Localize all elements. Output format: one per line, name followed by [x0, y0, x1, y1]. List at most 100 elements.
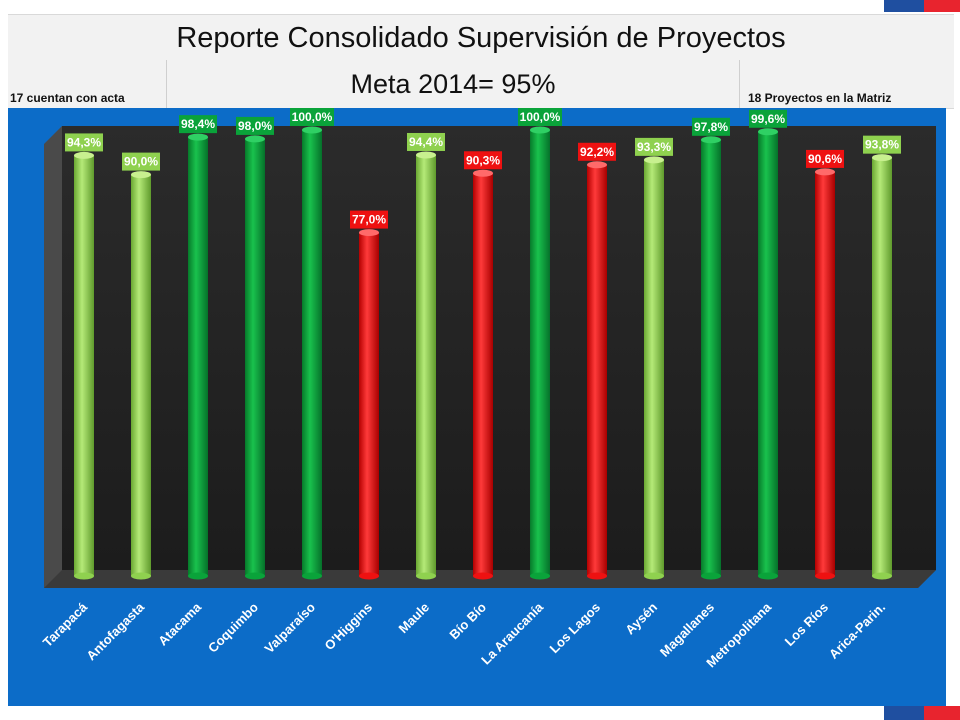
bar-base — [359, 572, 379, 580]
bar — [131, 174, 151, 576]
value-label: 93,3% — [637, 140, 671, 154]
value-label-box — [179, 115, 217, 134]
bar-cap — [530, 126, 550, 134]
bar-base — [302, 572, 322, 580]
value-label-box — [290, 108, 334, 126]
value-label: 100,0% — [520, 110, 561, 124]
value-label-box — [635, 137, 673, 156]
bar-cap — [131, 171, 151, 179]
bar — [644, 159, 664, 576]
value-label: 90,6% — [808, 152, 842, 166]
matrix-note-cell: 18 Proyectos en la Matriz — [739, 60, 955, 108]
flag-stripe-red-top — [924, 0, 960, 12]
bar-base — [701, 572, 721, 580]
bar-cap — [473, 169, 493, 177]
bar-cap — [359, 229, 379, 237]
acta-note: 17 cuentan con acta — [10, 91, 125, 105]
value-label-box — [749, 109, 787, 128]
bar — [758, 131, 778, 576]
bar — [473, 173, 493, 576]
category-label: Los Ríos — [782, 600, 831, 649]
bar-base — [473, 572, 493, 580]
goal-text: Meta 2014= 95% — [350, 69, 556, 99]
value-label: 77,0% — [352, 213, 386, 227]
bar-base — [416, 572, 436, 580]
value-label-box — [236, 116, 274, 135]
category-label: Tarapacá — [40, 599, 91, 650]
value-label: 90,3% — [466, 153, 500, 167]
bar — [701, 139, 721, 576]
value-label: 90,0% — [124, 155, 158, 169]
category-label: Aysén — [622, 599, 660, 637]
flag-stripe-red-bottom — [924, 706, 960, 720]
category-label: Atacama — [155, 599, 204, 648]
bar-cap — [644, 156, 664, 164]
category-label: Maule — [395, 600, 432, 637]
bar-base — [131, 572, 151, 580]
category-label: Magallanes — [657, 600, 717, 660]
bar — [416, 154, 436, 576]
value-label: 98,0% — [238, 119, 272, 133]
bar-cap — [188, 133, 208, 141]
bar-chart: 94,3% 90,0% 98,4% 98,0% 100,0% 77,0% 94,4% 90,3… — [40, 108, 936, 670]
flag-stripe-blue-top — [884, 0, 924, 12]
value-label-box — [863, 135, 901, 154]
value-label: 93,8% — [865, 138, 899, 152]
value-label-box — [122, 152, 160, 171]
category-label: Los Lagos — [547, 600, 604, 657]
bar-cap — [302, 126, 322, 134]
bar-base — [188, 572, 208, 580]
bar-base — [644, 572, 664, 580]
value-label: 94,4% — [409, 135, 443, 149]
bar — [815, 171, 835, 576]
value-label: 98,4% — [181, 117, 215, 131]
value-label-box — [518, 108, 562, 126]
bar-cap — [245, 135, 265, 143]
value-label: 94,3% — [67, 135, 101, 149]
value-label: 99,6% — [751, 112, 785, 126]
value-label-box — [692, 117, 730, 136]
bar-base — [245, 572, 265, 580]
category-label: La Araucanía — [478, 599, 547, 668]
value-label-box — [65, 133, 103, 152]
category-label: Antofagasta — [83, 599, 147, 663]
bar — [188, 137, 208, 577]
bar-cap — [872, 154, 892, 162]
bar-base — [872, 572, 892, 580]
bar — [245, 138, 265, 577]
acta-note-cell: 17 cuentan con acta — [8, 60, 167, 108]
value-label-box — [350, 210, 388, 229]
page-title: Reporte Consolidado Supervisión de Proye… — [176, 22, 786, 54]
value-label-box — [464, 151, 502, 170]
value-label: 100,0% — [292, 110, 333, 124]
category-label: Coquimbo — [205, 599, 261, 655]
category-label: Arica-Parin. — [826, 600, 888, 662]
bar — [359, 232, 379, 576]
value-label: 97,8% — [694, 120, 728, 134]
bar-cap — [416, 151, 436, 159]
value-labels-group: 94,3% 90,0% 98,4% 98,0% 100,0% 77,0% 94,4% 90,3… — [65, 108, 901, 229]
category-label: O'Higgins — [321, 600, 375, 654]
bar — [872, 157, 892, 576]
value-label-box — [407, 132, 445, 151]
bar — [530, 130, 550, 576]
bar — [302, 130, 322, 576]
matrix-note: 18 Proyectos en la Matriz — [748, 91, 892, 105]
bar-cap — [587, 161, 607, 169]
value-label: 92,2% — [580, 145, 614, 159]
title-row: Reporte Consolidado Supervisión de Proye… — [8, 14, 954, 62]
flag-stripe-blue-bottom — [884, 706, 924, 720]
bar-base — [815, 572, 835, 580]
bar-base — [530, 572, 550, 580]
category-label: Bío Bío — [446, 599, 489, 642]
bars-group — [74, 126, 892, 580]
value-label-box — [806, 149, 844, 168]
bar-base — [587, 572, 607, 580]
value-label-box — [578, 142, 616, 161]
bar-base — [74, 572, 94, 580]
bar — [74, 155, 94, 576]
category-label: Valparaíso — [262, 599, 319, 656]
bar-base — [758, 572, 778, 580]
bar-cap — [758, 128, 778, 136]
